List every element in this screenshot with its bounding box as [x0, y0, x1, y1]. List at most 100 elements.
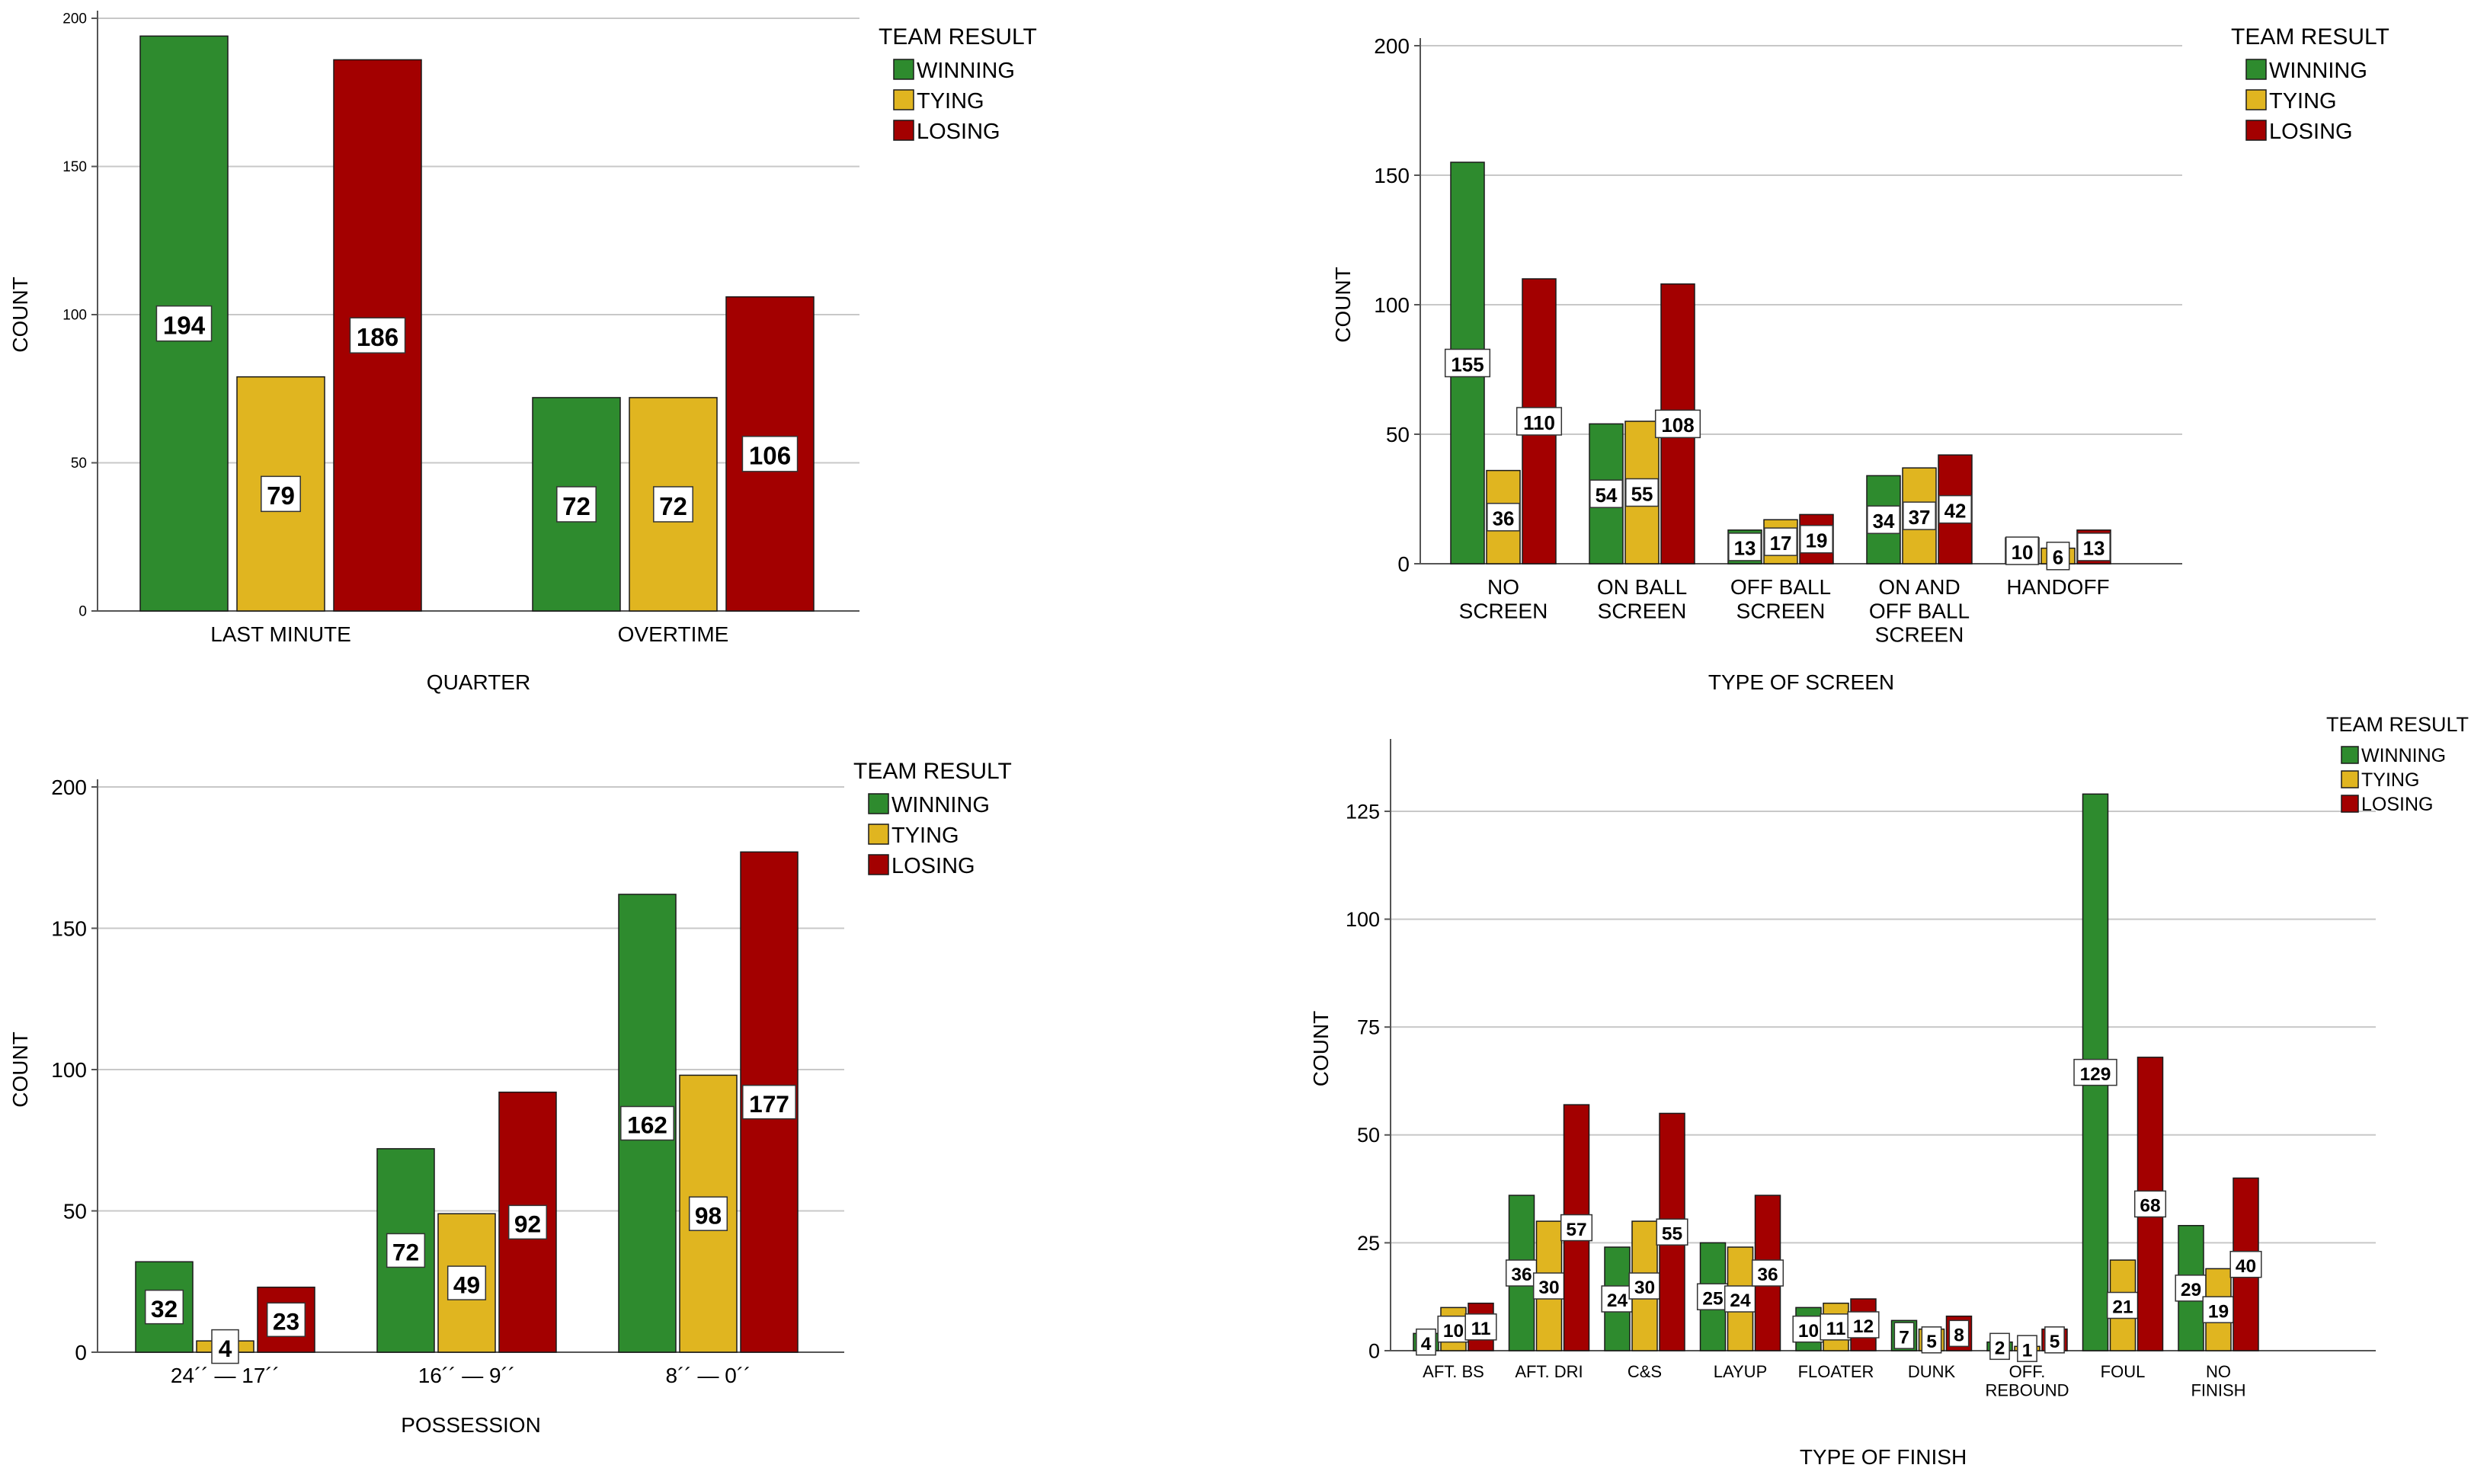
- legend-label: LOSING: [891, 854, 975, 878]
- x-category-label: ON AND OFF BALL SCREEN: [1869, 575, 1970, 647]
- x-category-label: OFF. REBOUND: [1985, 1362, 2069, 1400]
- data-label: 1: [2022, 1340, 2033, 1361]
- data-label: 30: [1538, 1278, 1559, 1298]
- data-label-box: [155, 305, 213, 342]
- data-label-box: [1751, 1259, 1784, 1287]
- y-tick-label: 100: [51, 1058, 87, 1082]
- data-label: 19: [1806, 531, 1828, 552]
- data-label-box: [1948, 1319, 1970, 1348]
- data-label: 54: [1596, 485, 1618, 507]
- data-label-box: [1800, 524, 1833, 554]
- y-tick-label: 0: [1368, 1339, 1380, 1362]
- data-label-box: [1560, 1214, 1593, 1242]
- data-label: 42: [1944, 501, 1967, 522]
- data-label: 110: [1523, 413, 1555, 434]
- legend-label: WINNING: [2269, 59, 2367, 83]
- x-category-label: FOUL: [2101, 1362, 2146, 1381]
- data-label-box: [1444, 348, 1491, 378]
- data-label-box: [2077, 533, 2111, 561]
- chart-possession: 0 50 100 150 200 32 4 23 24´´ — 17´´ 72 49 92 16´´ —…: [0, 735, 1067, 1444]
- data-label: 12: [1853, 1316, 1874, 1337]
- data-label: 24: [1730, 1291, 1751, 1311]
- data-label-box: [211, 1329, 239, 1364]
- data-label-box: [2046, 542, 2070, 571]
- data-label-box: [653, 486, 693, 523]
- data-label: 23: [273, 1308, 299, 1335]
- y-tick-label: 150: [51, 916, 87, 940]
- legend-swatch-winning: [2245, 59, 2267, 80]
- y-tick-label: 200: [1374, 34, 1410, 58]
- y-tick-label: 150: [1374, 164, 1410, 187]
- data-label: 92: [514, 1211, 541, 1238]
- data-label-box: [2229, 1250, 2262, 1278]
- x-category-label: 8´´ — 0´´: [666, 1364, 751, 1387]
- data-label: 30: [1634, 1278, 1655, 1298]
- data-label-box: [507, 1204, 548, 1240]
- y-tick-label: 75: [1357, 1016, 1380, 1039]
- x-category-label: HANDOFF: [2006, 575, 2109, 599]
- x-category-label: NO FINISH: [2191, 1362, 2245, 1400]
- x-category-label: AFT. DRI: [1515, 1362, 1583, 1381]
- legend-title: TEAM RESULT: [2326, 713, 2469, 736]
- x-axis-title: TYPE OF FINISH: [1800, 1445, 1967, 1469]
- data-label-box: [2073, 1058, 2117, 1086]
- data-label-box: [2017, 1335, 2037, 1362]
- data-label: 7: [1899, 1327, 1909, 1348]
- data-label-box: [1589, 479, 1623, 508]
- y-tick-label: 50: [1386, 423, 1410, 446]
- data-label-box: [556, 486, 597, 523]
- y-axis-title: COUNT: [1331, 267, 1355, 343]
- data-label-box: [1437, 1315, 1470, 1343]
- data-label-box: [1628, 1272, 1661, 1300]
- data-label-box: [1847, 1311, 1880, 1338]
- data-label-box: [1532, 1272, 1566, 1300]
- x-category-label: AFT. BS: [1423, 1362, 1484, 1381]
- x-category-label: LAYUP: [1714, 1362, 1768, 1381]
- data-label: 177: [749, 1090, 789, 1118]
- data-label-box: [2202, 1296, 2235, 1323]
- data-label-box: [266, 1302, 306, 1338]
- legend-label: TYING: [2269, 89, 2337, 114]
- chart-type-of-screen: 0 50 100 150 200 155 36 110 NO SCREEN 54 55 108 ON BA…: [1318, 0, 2469, 708]
- chart-quarter: 0 50 100 150 200 194 79 186 LAST MINUTE 72 72 106 OV…: [0, 0, 1067, 708]
- data-label: 68: [2140, 1196, 2160, 1217]
- data-label: 72: [392, 1239, 419, 1266]
- y-axis-title: COUNT: [8, 1031, 32, 1108]
- legend-swatch-tying: [868, 824, 889, 845]
- data-label-box: [1921, 1326, 1942, 1354]
- data-label-box: [2106, 1291, 2140, 1319]
- data-label-box: [349, 317, 406, 353]
- legend-label: WINNING: [917, 59, 1015, 83]
- legend-label: LOSING: [2269, 120, 2353, 144]
- data-label: 2: [1995, 1338, 2005, 1359]
- data-label: 40: [2236, 1256, 2256, 1277]
- x-category-label: 24´´ — 17´´: [171, 1364, 280, 1387]
- y-axis-title: COUNT: [8, 277, 32, 353]
- data-label-box: [144, 1289, 184, 1325]
- data-label: 13: [1734, 539, 1756, 560]
- data-label: 6: [2053, 548, 2063, 569]
- legend-swatch-tying: [893, 89, 914, 110]
- data-label: 55: [1662, 1223, 1682, 1244]
- data-label-box: [1464, 1313, 1497, 1341]
- data-label: 4: [219, 1335, 232, 1362]
- x-category-label: C&S: [1628, 1362, 1662, 1381]
- data-label-box: [741, 436, 799, 472]
- data-label-box: [2175, 1275, 2207, 1302]
- data-label: 5: [2050, 1332, 2060, 1352]
- data-label-box: [620, 1105, 674, 1141]
- data-label: 194: [163, 312, 206, 340]
- x-axis-title: POSSESSION: [401, 1413, 541, 1437]
- data-label: 186: [357, 324, 398, 352]
- data-label: 10: [2012, 542, 2034, 564]
- data-label: 37: [1909, 507, 1931, 529]
- data-label-box: [742, 1084, 796, 1120]
- data-label: 5: [1926, 1332, 1937, 1352]
- data-label-box: [1487, 503, 1520, 532]
- y-tick-label: 100: [62, 308, 87, 324]
- chart-svg: 0 50 100 150 200 32 4 23 24´´ — 17´´ 72 49 92 16´´ —…: [8, 759, 1012, 1437]
- data-label-box: [1728, 533, 1762, 561]
- data-label-box: [447, 1265, 487, 1300]
- data-label: 36: [1493, 509, 1515, 530]
- data-label: 11: [1471, 1319, 1491, 1339]
